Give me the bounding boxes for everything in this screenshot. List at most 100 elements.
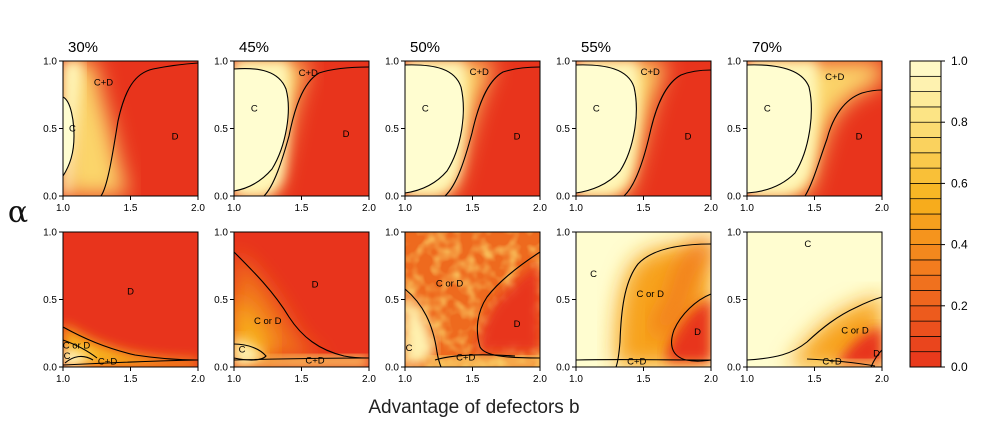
- panel-axes: 1.0 1.5 2.0 0.0 0.5 1.0: [556, 57, 718, 215]
- y-tick-label: 0.0: [385, 192, 399, 203]
- region-label: C: [406, 343, 413, 354]
- panel-r1-c1: [62, 61, 199, 197]
- region-label: D: [514, 132, 521, 143]
- panel-grid: [62, 61, 883, 368]
- panel-r2-c3: [404, 232, 541, 368]
- y-tick-label: 1.0: [385, 228, 399, 239]
- heat-region-d: [666, 298, 711, 362]
- region-label: D: [873, 349, 880, 360]
- region-label: C or D: [841, 326, 869, 337]
- region-label: C+D: [456, 353, 475, 364]
- region-label: C: [239, 344, 246, 355]
- boundary-line: [476, 251, 541, 359]
- heat-region-c-plus-d: [425, 357, 540, 367]
- x-tick-label: 1.5: [808, 203, 822, 214]
- x-tick-label: 1.5: [466, 203, 480, 214]
- x-tick-label: 1.5: [124, 203, 138, 214]
- boundary-line: [434, 354, 516, 361]
- x-tick-label: 1.0: [569, 203, 583, 214]
- region-label: C: [422, 103, 429, 114]
- colorbar-swatch: [909, 106, 942, 123]
- heat-core-c: [405, 64, 464, 193]
- colorbar-swatch: [909, 167, 942, 184]
- heat-region-c-plus-d: [807, 360, 882, 367]
- boundary-line: [870, 349, 883, 368]
- heat-core-c: [576, 64, 637, 193]
- x-tick-label: 1.0: [227, 203, 241, 214]
- y-tick-label: 0.0: [214, 363, 228, 374]
- x-tick-label: 1.0: [398, 203, 412, 214]
- column-title: 70%: [752, 39, 782, 56]
- colorbar-swatch: [909, 351, 942, 368]
- panel-r1-c5: [746, 61, 883, 197]
- y-axis-title: α: [8, 195, 28, 230]
- colorbar-swatch: [909, 137, 942, 154]
- x-tick-label: 1.5: [637, 203, 651, 214]
- panel-r2-c2: [233, 232, 370, 367]
- colorbar-swatch: [909, 198, 942, 215]
- region-label: C+D: [470, 67, 489, 78]
- x-tick-label: 2.0: [191, 374, 205, 385]
- x-tick-label: 2.0: [362, 374, 376, 385]
- y-tick-label: 0.5: [727, 295, 741, 306]
- x-tick-label: 1.0: [56, 374, 70, 385]
- region-label: C: [593, 103, 600, 114]
- colorbar-frame: [909, 60, 942, 368]
- y-tick-label: 0.0: [43, 192, 57, 203]
- region-label: D: [127, 286, 134, 297]
- colorbar-tick-label: 0.6: [951, 176, 968, 190]
- y-tick-label: 0.0: [556, 363, 570, 374]
- region-label: D: [172, 132, 179, 143]
- y-tick-label: 0.5: [556, 124, 570, 135]
- boundary-line: [62, 96, 75, 177]
- panel-axes: 1.0 1.5 2.0 0.0 0.5 1.0: [43, 228, 205, 386]
- colorbar-swatch: [909, 290, 942, 307]
- y-tick-label: 0.5: [385, 295, 399, 306]
- boundary-line: [404, 288, 442, 368]
- colorbar-swatch: [909, 213, 942, 230]
- y-tick-label: 0.5: [43, 295, 57, 306]
- colorbar-swatch: [909, 305, 942, 322]
- region-label: D: [856, 132, 863, 143]
- colorbar-tick-label: 0.2: [951, 299, 968, 313]
- y-tick-label: 0.5: [43, 124, 57, 135]
- x-tick-label: 1.5: [808, 374, 822, 385]
- region-label: C+D: [822, 357, 841, 368]
- colorbar-tick-label: 0.4: [951, 238, 968, 252]
- region-label: C+D: [641, 67, 660, 78]
- region-label: C: [590, 269, 597, 280]
- panel-axes: 1.0 1.5 2.0 0.0 0.5 1.0: [214, 228, 376, 386]
- boundary-line: [233, 68, 289, 192]
- x-tick-label: 1.5: [637, 374, 651, 385]
- boundary-line: [804, 89, 883, 197]
- colorbar-swatch: [909, 152, 942, 169]
- boundary-line: [263, 66, 370, 197]
- y-tick-label: 1.0: [214, 228, 228, 239]
- region-label: C: [69, 124, 76, 135]
- heat-region-mixed: [649, 236, 711, 339]
- y-tick-label: 0.5: [214, 295, 228, 306]
- panel-axes: 1.0 1.5 2.0 0.0 0.5 1.0: [385, 228, 547, 386]
- region-label: C+D: [825, 72, 844, 83]
- heat-core-c: [747, 64, 812, 193]
- boundary-line: [404, 64, 464, 194]
- panel-axes: 1.0 1.5 2.0 0.0 0.5 1.0: [43, 57, 205, 215]
- colorbar-swatch: [909, 91, 942, 108]
- boundary-line: [575, 64, 637, 194]
- region-label: D: [343, 129, 350, 140]
- x-tick-label: 2.0: [875, 203, 889, 214]
- y-tick-label: 0.5: [727, 124, 741, 135]
- panel-r1-c3: [404, 61, 541, 197]
- boundary-line: [100, 62, 199, 197]
- x-tick-label: 1.0: [56, 203, 70, 214]
- region-label: C: [804, 239, 811, 250]
- colorbar-swatch: [909, 183, 942, 200]
- boundary-line: [62, 326, 199, 361]
- boundary-line: [746, 64, 812, 194]
- region-label: C+D: [94, 78, 113, 89]
- colorbar-swatch: [909, 259, 942, 276]
- region-label: C+D: [299, 68, 318, 79]
- boundary-line: [62, 339, 98, 359]
